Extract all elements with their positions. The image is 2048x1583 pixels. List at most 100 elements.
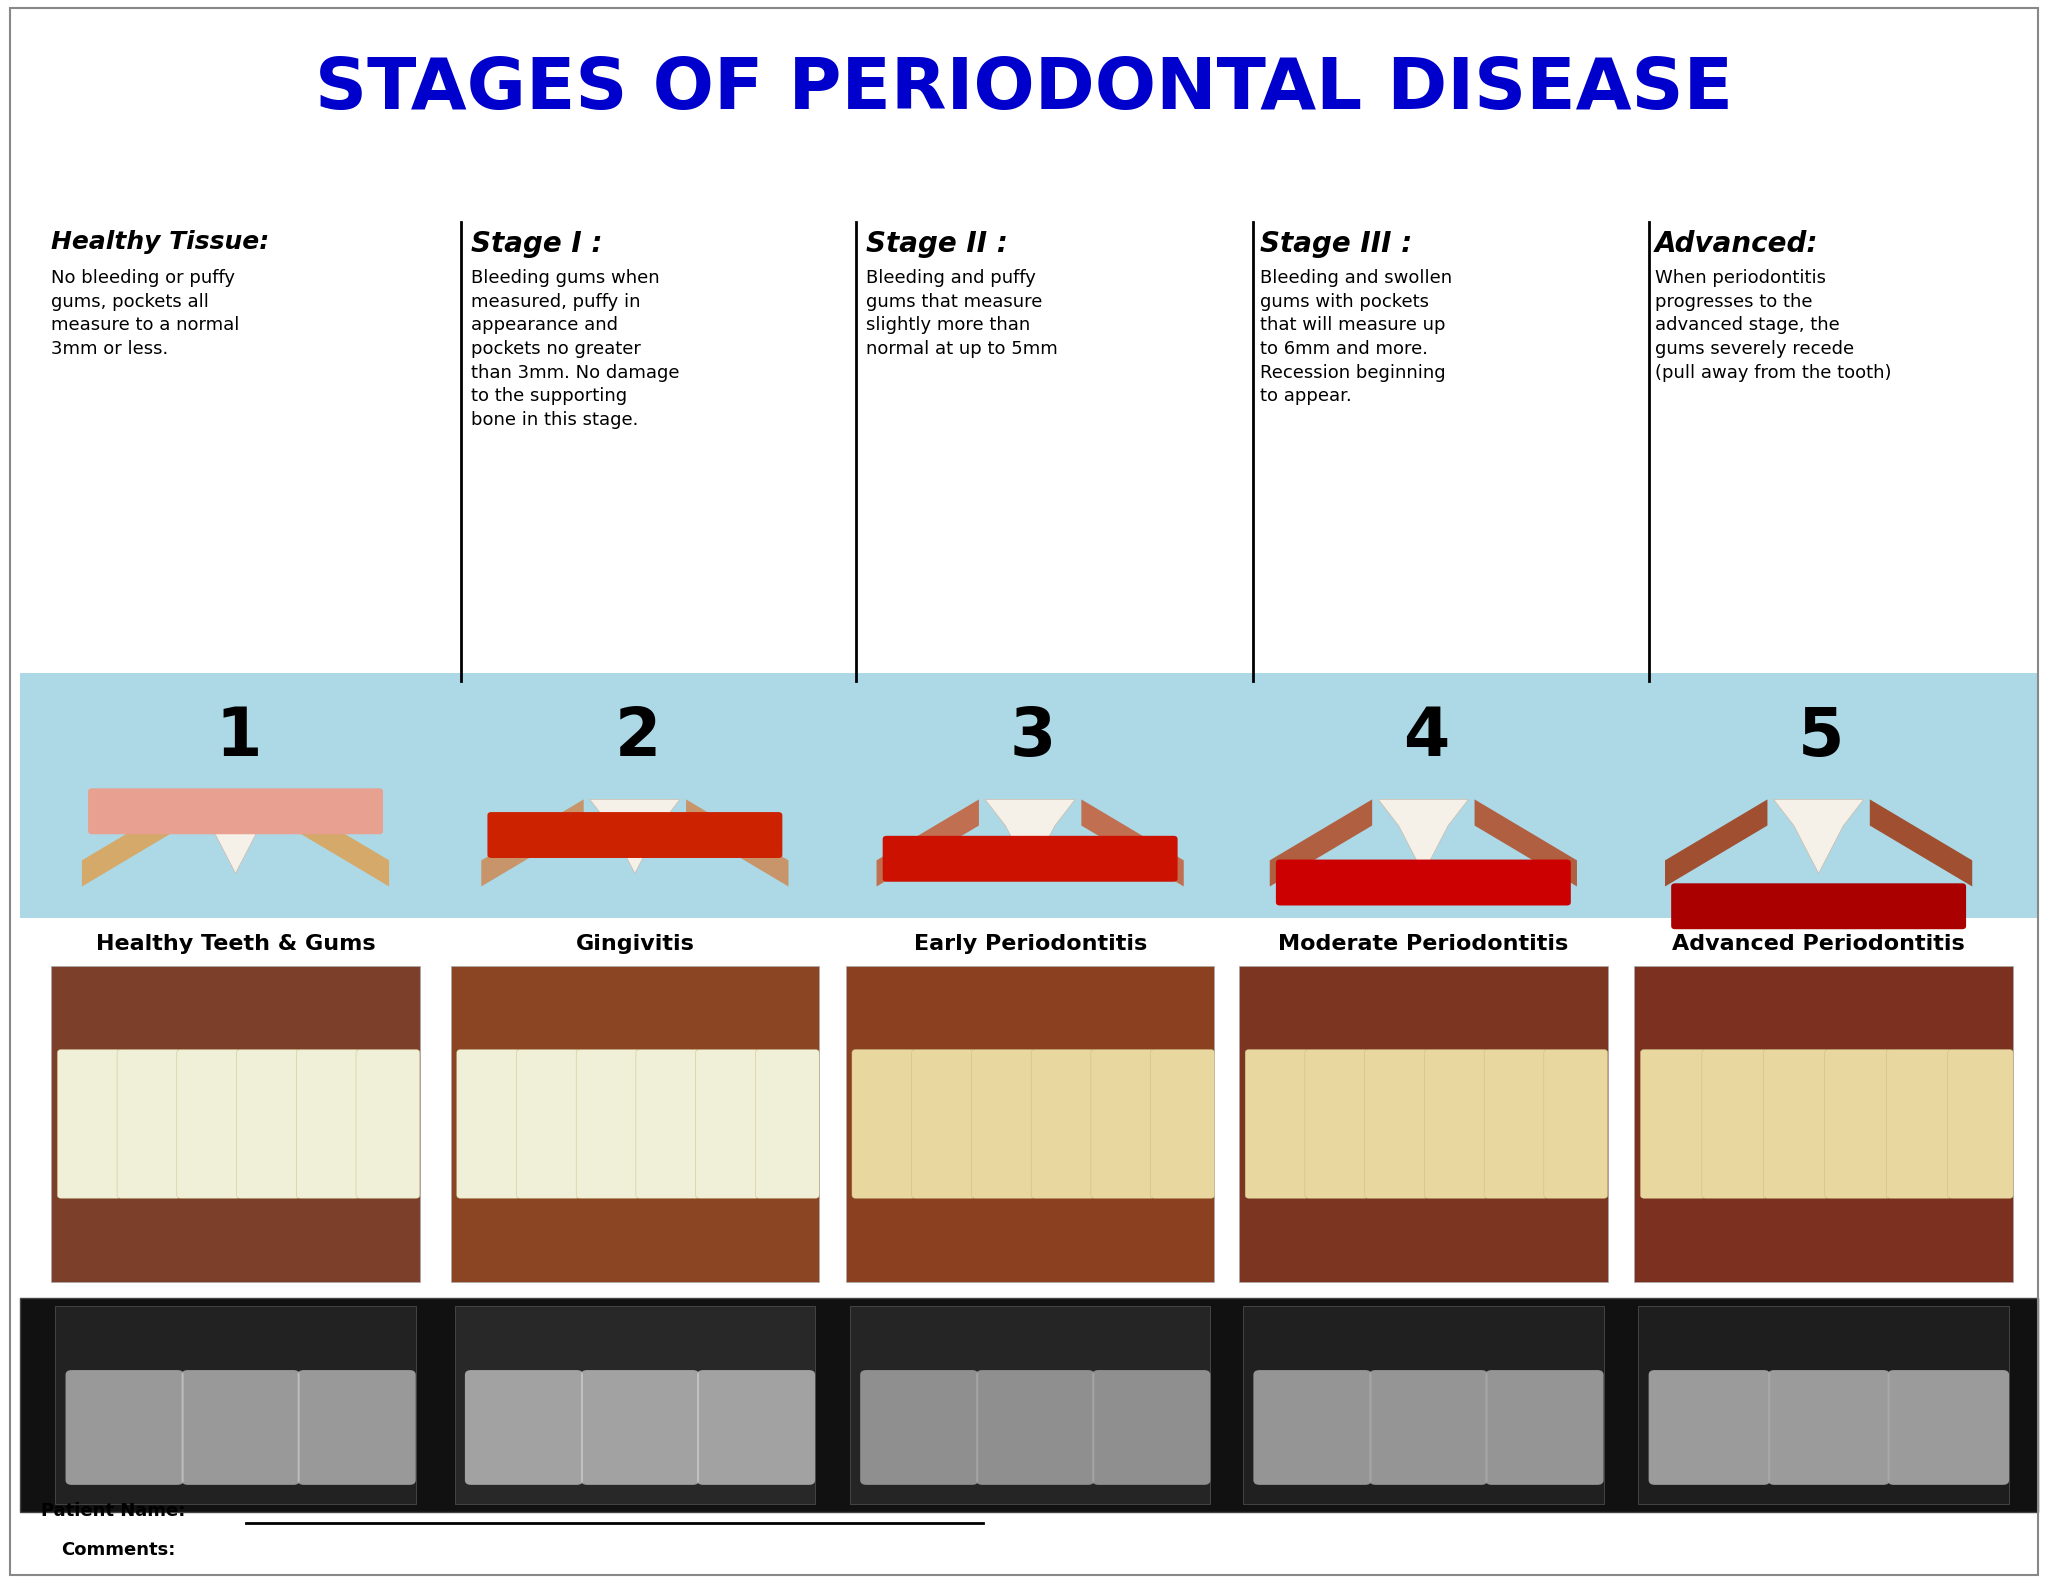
FancyBboxPatch shape: [1425, 1050, 1489, 1198]
Text: Healthy Teeth & Gums: Healthy Teeth & Gums: [96, 934, 375, 955]
FancyBboxPatch shape: [356, 1050, 420, 1198]
FancyBboxPatch shape: [696, 1369, 815, 1485]
Text: When periodontitis
progresses to the
advanced stage, the
gums severely recede
(p: When periodontitis progresses to the adv…: [1655, 269, 1890, 382]
Polygon shape: [82, 799, 184, 886]
FancyBboxPatch shape: [182, 1369, 299, 1485]
FancyBboxPatch shape: [1767, 1369, 1890, 1485]
FancyBboxPatch shape: [55, 1306, 416, 1504]
FancyBboxPatch shape: [971, 1050, 1034, 1198]
FancyBboxPatch shape: [176, 1050, 240, 1198]
FancyBboxPatch shape: [1544, 1050, 1608, 1198]
Text: Gingivitis: Gingivitis: [575, 934, 694, 955]
Text: Comments:: Comments:: [61, 1542, 176, 1559]
Text: 2: 2: [614, 704, 662, 771]
FancyBboxPatch shape: [66, 1369, 184, 1485]
FancyBboxPatch shape: [846, 966, 1214, 1282]
FancyBboxPatch shape: [88, 788, 383, 834]
Text: Advanced Periodontitis: Advanced Periodontitis: [1673, 934, 1964, 955]
FancyBboxPatch shape: [1364, 1050, 1430, 1198]
FancyBboxPatch shape: [1763, 1050, 1829, 1198]
FancyBboxPatch shape: [457, 1050, 520, 1198]
FancyBboxPatch shape: [1485, 1050, 1548, 1198]
FancyBboxPatch shape: [1245, 1050, 1309, 1198]
Polygon shape: [1270, 799, 1372, 886]
Polygon shape: [877, 799, 979, 886]
FancyBboxPatch shape: [1370, 1369, 1487, 1485]
Text: Moderate Periodontitis: Moderate Periodontitis: [1278, 934, 1569, 955]
FancyBboxPatch shape: [977, 1369, 1094, 1485]
FancyBboxPatch shape: [1276, 860, 1571, 905]
Polygon shape: [1774, 799, 1864, 874]
FancyBboxPatch shape: [1485, 1369, 1604, 1485]
FancyBboxPatch shape: [860, 1369, 979, 1485]
Text: Advanced:: Advanced:: [1655, 230, 1819, 258]
FancyBboxPatch shape: [236, 1050, 301, 1198]
FancyBboxPatch shape: [1092, 1050, 1155, 1198]
Text: 5: 5: [1798, 704, 1845, 771]
FancyBboxPatch shape: [883, 836, 1178, 882]
FancyBboxPatch shape: [1702, 1050, 1767, 1198]
Text: 4: 4: [1403, 704, 1450, 771]
Polygon shape: [1378, 799, 1468, 874]
Text: 3: 3: [1010, 704, 1057, 771]
FancyBboxPatch shape: [1638, 1306, 2009, 1504]
FancyBboxPatch shape: [635, 1050, 700, 1198]
Text: 1: 1: [215, 704, 262, 771]
FancyBboxPatch shape: [455, 1306, 815, 1504]
FancyBboxPatch shape: [696, 1050, 760, 1198]
FancyBboxPatch shape: [297, 1050, 360, 1198]
FancyBboxPatch shape: [117, 1050, 180, 1198]
FancyBboxPatch shape: [465, 1369, 584, 1485]
Polygon shape: [1870, 799, 1972, 886]
FancyBboxPatch shape: [1671, 883, 1966, 929]
Text: Patient Name:: Patient Name:: [41, 1502, 184, 1520]
Text: Stage I :: Stage I :: [471, 230, 602, 258]
Polygon shape: [481, 799, 584, 886]
FancyBboxPatch shape: [516, 1050, 580, 1198]
FancyBboxPatch shape: [1151, 1050, 1214, 1198]
Polygon shape: [287, 799, 389, 886]
FancyBboxPatch shape: [1640, 1050, 1706, 1198]
FancyBboxPatch shape: [911, 1050, 975, 1198]
Polygon shape: [1665, 799, 1767, 886]
FancyBboxPatch shape: [1649, 1369, 1769, 1485]
FancyBboxPatch shape: [1239, 966, 1608, 1282]
Text: Healthy Tissue:: Healthy Tissue:: [51, 230, 270, 253]
Text: Stage III :: Stage III :: [1260, 230, 1411, 258]
FancyBboxPatch shape: [850, 1306, 1210, 1504]
Text: Early Periodontitis: Early Periodontitis: [913, 934, 1147, 955]
Text: Bleeding gums when
measured, puffy in
appearance and
pockets no greater
than 3mm: Bleeding gums when measured, puffy in ap…: [471, 269, 680, 429]
Text: Stage II :: Stage II :: [866, 230, 1008, 258]
Polygon shape: [190, 799, 281, 874]
Polygon shape: [1475, 799, 1577, 886]
FancyBboxPatch shape: [487, 812, 782, 858]
FancyBboxPatch shape: [1305, 1050, 1368, 1198]
FancyBboxPatch shape: [1030, 1050, 1096, 1198]
FancyBboxPatch shape: [1825, 1050, 1890, 1198]
FancyBboxPatch shape: [297, 1369, 416, 1485]
FancyBboxPatch shape: [1634, 966, 2013, 1282]
FancyBboxPatch shape: [756, 1050, 819, 1198]
Text: Bleeding and puffy
gums that measure
slightly more than
normal at up to 5mm: Bleeding and puffy gums that measure sli…: [866, 269, 1059, 358]
Polygon shape: [1081, 799, 1184, 886]
FancyBboxPatch shape: [575, 1050, 639, 1198]
FancyBboxPatch shape: [1092, 1369, 1210, 1485]
FancyBboxPatch shape: [1886, 1050, 1952, 1198]
FancyBboxPatch shape: [20, 673, 2038, 918]
FancyBboxPatch shape: [582, 1369, 698, 1485]
Text: No bleeding or puffy
gums, pockets all
measure to a normal
3mm or less.: No bleeding or puffy gums, pockets all m…: [51, 269, 240, 358]
FancyBboxPatch shape: [20, 1298, 2038, 1512]
Polygon shape: [985, 799, 1075, 874]
Text: Bleeding and swollen
gums with pockets
that will measure up
to 6mm and more.
Rec: Bleeding and swollen gums with pockets t…: [1260, 269, 1452, 405]
Polygon shape: [686, 799, 788, 886]
FancyBboxPatch shape: [51, 966, 420, 1282]
FancyBboxPatch shape: [852, 1050, 915, 1198]
Polygon shape: [590, 799, 680, 874]
FancyBboxPatch shape: [1948, 1050, 2013, 1198]
FancyBboxPatch shape: [1243, 1306, 1604, 1504]
FancyBboxPatch shape: [57, 1050, 121, 1198]
FancyBboxPatch shape: [451, 966, 819, 1282]
FancyBboxPatch shape: [1888, 1369, 2009, 1485]
Text: STAGES OF PERIODONTAL DISEASE: STAGES OF PERIODONTAL DISEASE: [315, 55, 1733, 125]
FancyBboxPatch shape: [1253, 1369, 1372, 1485]
